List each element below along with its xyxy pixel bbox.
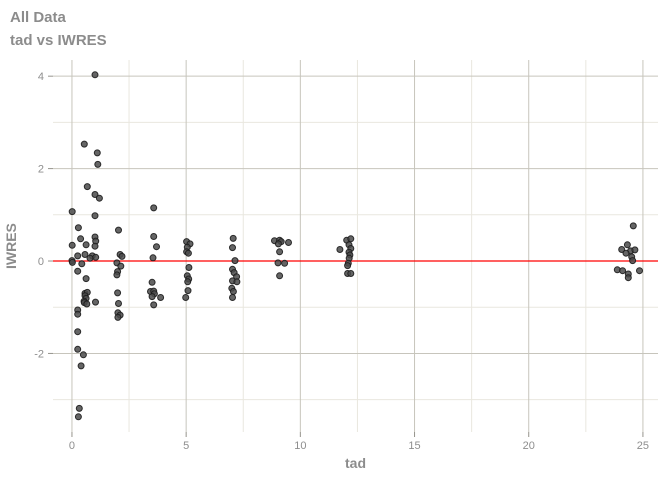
gridlines-major xyxy=(53,60,658,432)
data-point xyxy=(74,252,82,260)
data-point xyxy=(636,267,643,275)
data-point xyxy=(68,241,76,249)
y-tick-label: -2 xyxy=(34,348,44,360)
data-point xyxy=(336,246,344,253)
data-point xyxy=(347,235,355,243)
plot-title: All Data xyxy=(10,9,66,26)
data-point xyxy=(74,310,82,318)
x-tick-label: 10 xyxy=(294,440,306,452)
data-point xyxy=(631,246,639,254)
data-point xyxy=(150,204,158,212)
data-point xyxy=(229,294,236,301)
data-point xyxy=(115,300,122,307)
data-point xyxy=(92,253,100,261)
data-point xyxy=(115,226,122,234)
data-point xyxy=(114,289,122,297)
data-point xyxy=(74,224,82,232)
data-point xyxy=(86,254,94,262)
data-point xyxy=(347,270,355,277)
data-point xyxy=(229,234,237,242)
data-point xyxy=(274,240,282,248)
x-axis-title: tad xyxy=(345,455,366,471)
data-point xyxy=(150,301,158,309)
data-point xyxy=(91,191,99,198)
data-point xyxy=(74,328,82,336)
data-point xyxy=(184,278,192,286)
data-point xyxy=(623,241,631,249)
data-point xyxy=(148,293,156,301)
data-point xyxy=(629,222,637,230)
data-point xyxy=(114,313,122,321)
data-point xyxy=(80,140,88,148)
data-point xyxy=(619,267,627,275)
gridlines-minor xyxy=(53,60,658,432)
data-point xyxy=(231,257,239,265)
y-tick-label: 2 xyxy=(38,164,44,176)
data-point xyxy=(75,404,83,412)
data-point xyxy=(150,233,158,240)
data-point xyxy=(117,262,125,270)
x-axis-tick-labels: 0 5 10 15 20 25 xyxy=(69,440,649,452)
data-point xyxy=(77,235,85,243)
data-point xyxy=(149,254,157,262)
data-point xyxy=(81,251,89,258)
data-point xyxy=(618,246,626,253)
data-point xyxy=(184,287,192,295)
data-point xyxy=(78,260,86,268)
data-point xyxy=(274,259,282,267)
data-point xyxy=(153,243,160,251)
data-point xyxy=(157,294,165,301)
data-point xyxy=(281,259,289,267)
data-point xyxy=(92,298,99,306)
data-point xyxy=(113,271,121,279)
data-point xyxy=(344,262,352,270)
scatter-points xyxy=(68,71,643,421)
y-axis-title: IWRES xyxy=(3,223,19,269)
data-point xyxy=(91,242,99,250)
data-point xyxy=(82,241,90,249)
data-point xyxy=(91,71,99,79)
axis-tick-marks xyxy=(48,75,644,437)
data-point xyxy=(74,267,82,275)
data-point xyxy=(79,351,87,359)
data-point xyxy=(68,258,76,266)
data-point xyxy=(276,248,284,256)
data-point xyxy=(82,275,90,283)
y-axis-tick-labels: -2 0 2 4 xyxy=(34,71,44,360)
data-point xyxy=(233,278,241,286)
data-point xyxy=(184,249,192,257)
data-point xyxy=(629,257,637,265)
y-tick-label: 4 xyxy=(38,71,44,83)
data-point xyxy=(83,300,91,308)
x-tick-label: 0 xyxy=(69,440,75,452)
data-point xyxy=(148,278,156,286)
data-point xyxy=(74,413,82,421)
data-point xyxy=(182,294,190,301)
y-tick-label: 0 xyxy=(38,256,44,268)
data-point xyxy=(276,272,284,280)
data-point xyxy=(77,362,85,370)
data-point xyxy=(229,244,236,252)
data-point xyxy=(91,212,99,220)
data-point xyxy=(74,345,82,353)
x-tick-label: 20 xyxy=(523,440,535,452)
data-point xyxy=(68,208,76,216)
x-tick-label: 15 xyxy=(408,440,420,452)
data-point xyxy=(185,264,193,271)
data-point xyxy=(285,239,292,246)
data-point xyxy=(83,183,91,191)
plot-subtitle: tad vs IWRES xyxy=(10,32,107,49)
data-point xyxy=(622,249,630,257)
x-tick-label: 5 xyxy=(183,440,189,452)
data-point xyxy=(94,160,102,168)
data-point xyxy=(95,194,103,202)
data-point xyxy=(624,274,632,282)
data-point xyxy=(118,252,126,260)
x-tick-label: 25 xyxy=(637,440,649,452)
data-point xyxy=(229,288,237,295)
data-point xyxy=(93,149,101,157)
